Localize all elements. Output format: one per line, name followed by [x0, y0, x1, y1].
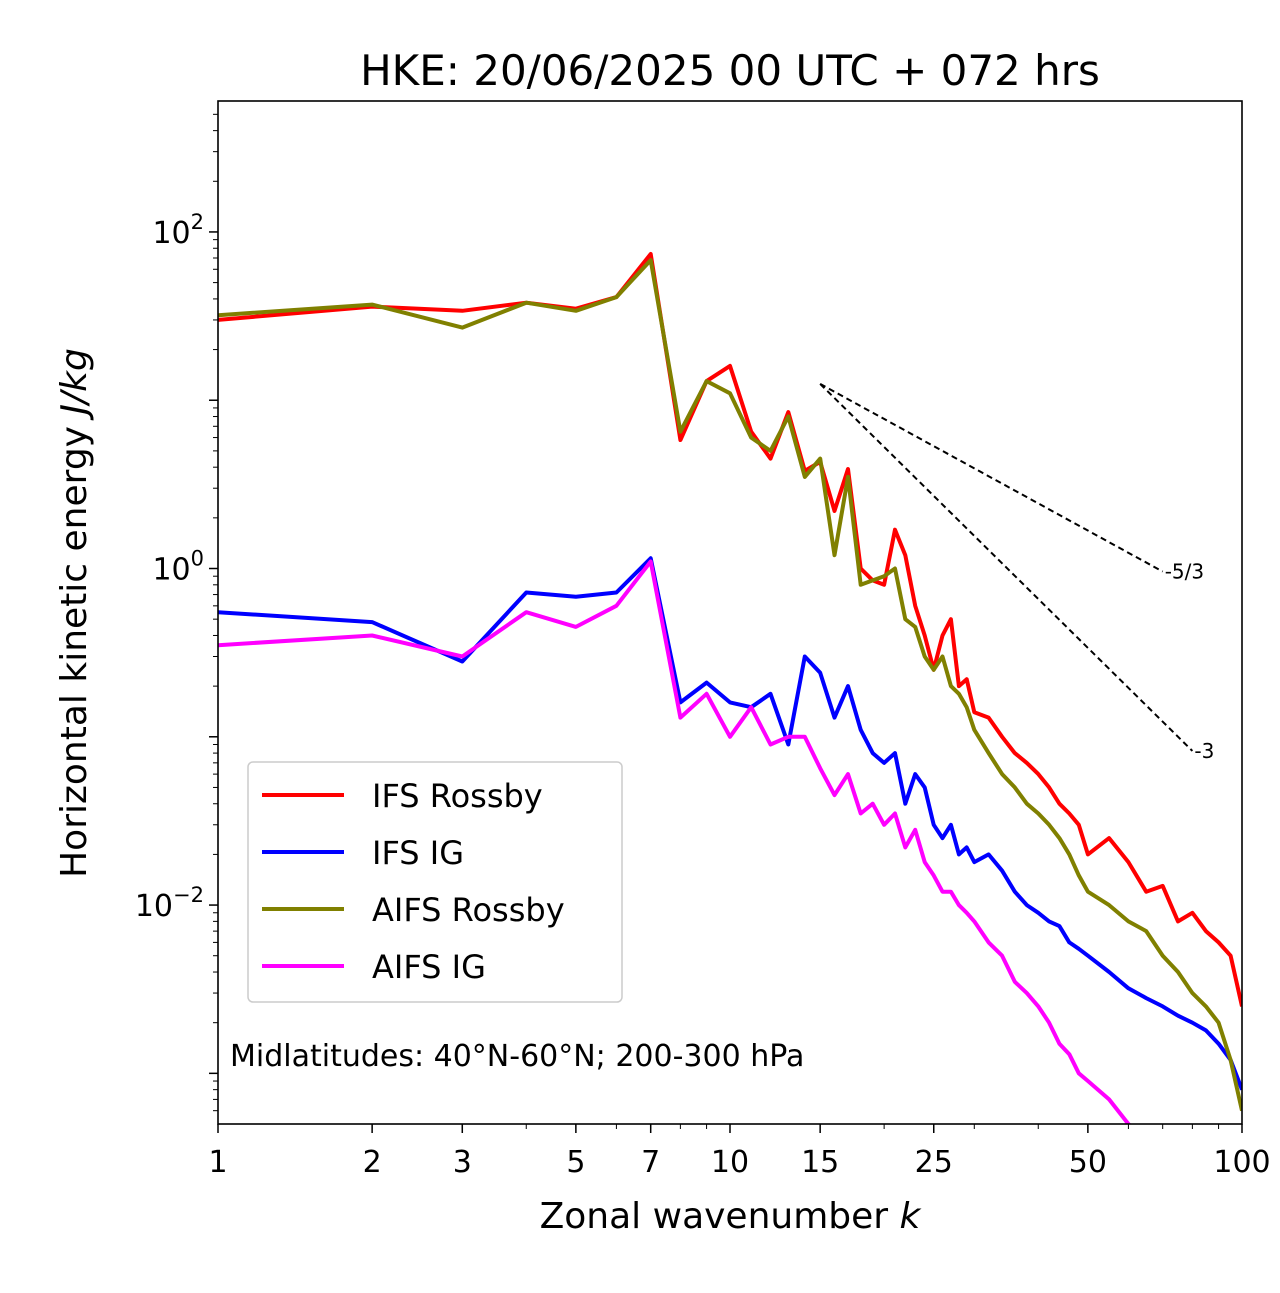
legend-entry-aifs-rossby: AIFS Rossby [262, 891, 565, 929]
y-axis-label: Horizontal kinetic energy J/kg [54, 348, 95, 878]
x-tick-label: 5 [566, 1145, 585, 1180]
legend: IFS Rossby IFS IG AIFS Rossby AIFS IG [247, 761, 623, 1003]
x-tick-label: 2 [363, 1145, 382, 1180]
region-annotation: Midlatitudes: 40°N-60°N; 200-300 hPa [230, 1039, 804, 1074]
legend-label-aifs-rossby: AIFS Rossby [372, 891, 565, 929]
y-axis-label-text: Horizontal kinetic energy [54, 426, 95, 878]
x-tick-label: 15 [801, 1145, 839, 1180]
legend-entry-aifs-ig: AIFS IG [262, 948, 486, 986]
series-line-ifs-rossby [218, 252, 1242, 1007]
series-line-ifs-ig [218, 556, 1242, 1091]
chart-title: HKE: 20/06/2025 00 UTC + 072 hrs [360, 46, 1100, 95]
legend-frame [247, 761, 623, 1003]
reference-slope-line-1 [819, 383, 1194, 752]
legend-entry-ifs-ig: IFS IG [262, 834, 464, 872]
x-tick-label: 3 [453, 1145, 472, 1180]
plot-frame [217, 100, 1243, 1125]
y-tick-label: 100 [152, 547, 204, 588]
reference-slope-line-0 [819, 383, 1164, 573]
x-axis-label-var: k [900, 1196, 923, 1237]
x-tick-label: 25 [915, 1145, 953, 1180]
y-axis-label-unit: J/kg [54, 348, 95, 420]
legend-label-ifs-ig: IFS IG [372, 834, 464, 872]
series-line-aifs-ig [218, 559, 1132, 1124]
y-tick-label: 10−2 [135, 883, 204, 924]
reference-slope-label-1: -3 [1194, 739, 1214, 763]
legend-label-aifs-ig: AIFS IG [372, 948, 486, 986]
y-tick-label: 102 [152, 210, 204, 251]
x-tick-label: 10 [711, 1145, 749, 1180]
x-tick-label: 1 [208, 1145, 227, 1180]
axis-ticks: 1 2 3 5 7 10 15 25 50 100 102 100 10−2 [135, 113, 1271, 1180]
x-axis-label-text: Zonal wavenumber [540, 1196, 889, 1237]
reference-slope-label-0: -5/3 [1165, 560, 1204, 584]
legend-label-ifs-rossby: IFS Rossby [372, 777, 543, 815]
x-tick-label: 50 [1069, 1145, 1107, 1180]
x-axis-label: Zonal wavenumber k [540, 1196, 923, 1237]
legend-entry-ifs-rossby: IFS Rossby [262, 777, 543, 815]
x-tick-label: 100 [1213, 1145, 1270, 1180]
series-line-aifs-rossby [218, 258, 1242, 1112]
x-tick-label: 7 [641, 1145, 660, 1180]
plot-area: -5/3 -3 [218, 252, 1242, 1124]
